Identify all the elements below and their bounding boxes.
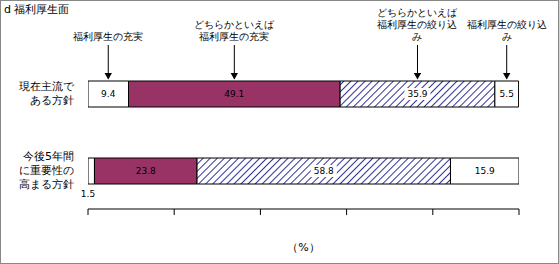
html-text:福利厚生の絞り込み: 福利厚生の絞り込み <box>466 19 547 42</box>
svg-text:35.9: 35.9 <box>407 89 427 99</box>
html-text:どちらかといえば福利厚生の絞り込み: どちらかといえば福利厚生の絞り込み <box>377 7 458 42</box>
html-text:d 福利厚生面: d 福利厚生面 <box>4 3 70 16</box>
svg-text:（%）: （%） <box>287 241 319 254</box>
svg-text:今後5年間に重要性の高まる方針: 今後5年間に重要性の高まる方針 <box>19 150 74 191</box>
svg-text:9.4: 9.4 <box>101 89 116 99</box>
svg-text:15.9: 15.9 <box>475 166 495 176</box>
svg-text:23.8: 23.8 <box>136 166 156 176</box>
svg-text:5.5: 5.5 <box>500 89 514 99</box>
html-text:福利厚生の充実: 福利厚生の充実 <box>73 31 144 42</box>
svg-text:49.1: 49.1 <box>224 89 244 99</box>
svg-text:58.8: 58.8 <box>314 166 334 176</box>
svg-text:1.5: 1.5 <box>81 189 95 199</box>
html-text:どちらかといえば福利厚生の充実: どちらかといえば福利厚生の充実 <box>194 19 275 42</box>
svg-text:現在主流である方針: 現在主流である方針 <box>19 80 75 107</box>
